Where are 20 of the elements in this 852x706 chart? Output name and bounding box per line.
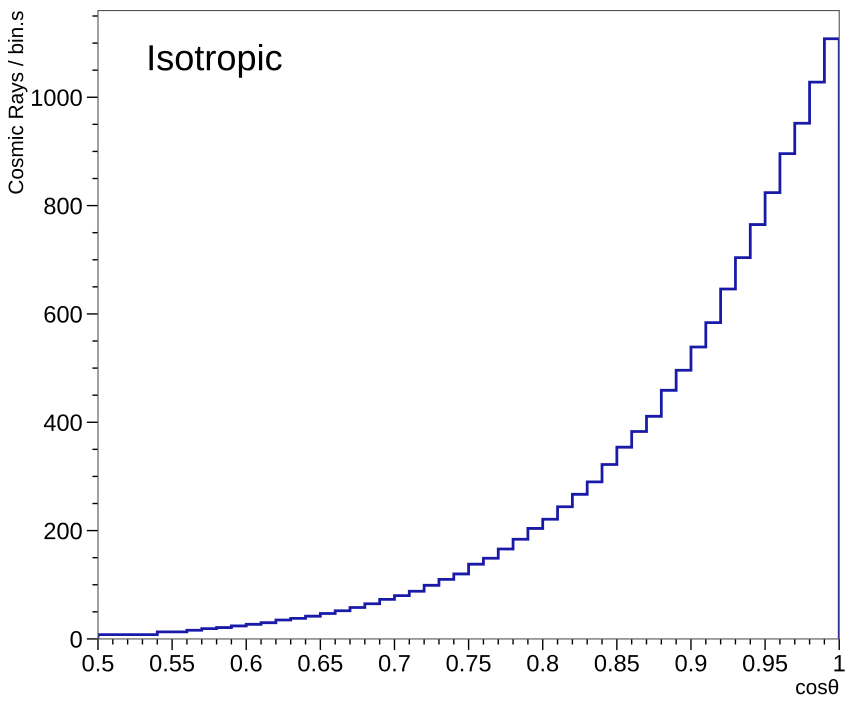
y-axis-title: Cosmic Rays / bin.s [8, 11, 28, 194]
x-axis-title: cosθ [796, 679, 838, 694]
y-tick-label: 1000 [32, 89, 82, 106]
x-tick-label: 0.95 [743, 654, 788, 672]
x-tick-label: 0.8 [527, 654, 558, 672]
x-tick-label: 0.7 [378, 654, 410, 672]
x-tick-label: 0.6 [230, 654, 262, 672]
x-tick-label: 0.65 [298, 654, 342, 672]
x-tick-label: 0.75 [446, 654, 491, 672]
x-tick-label: 0.5 [82, 654, 114, 672]
annotation: Isotropic [149, 44, 282, 78]
y-tick-label: 800 [44, 198, 82, 214]
x-tick-label: 0.85 [594, 654, 639, 672]
y-tick-label: 400 [44, 414, 82, 432]
y-tick-label: 0 [70, 631, 82, 648]
x-tick-label: 1 [834, 655, 845, 672]
y-tick-label: 200 [44, 522, 82, 540]
x-tick-label: 0.9 [675, 654, 706, 672]
x-tick-label: 0.55 [150, 654, 194, 672]
y-tick-label: 600 [44, 306, 82, 323]
